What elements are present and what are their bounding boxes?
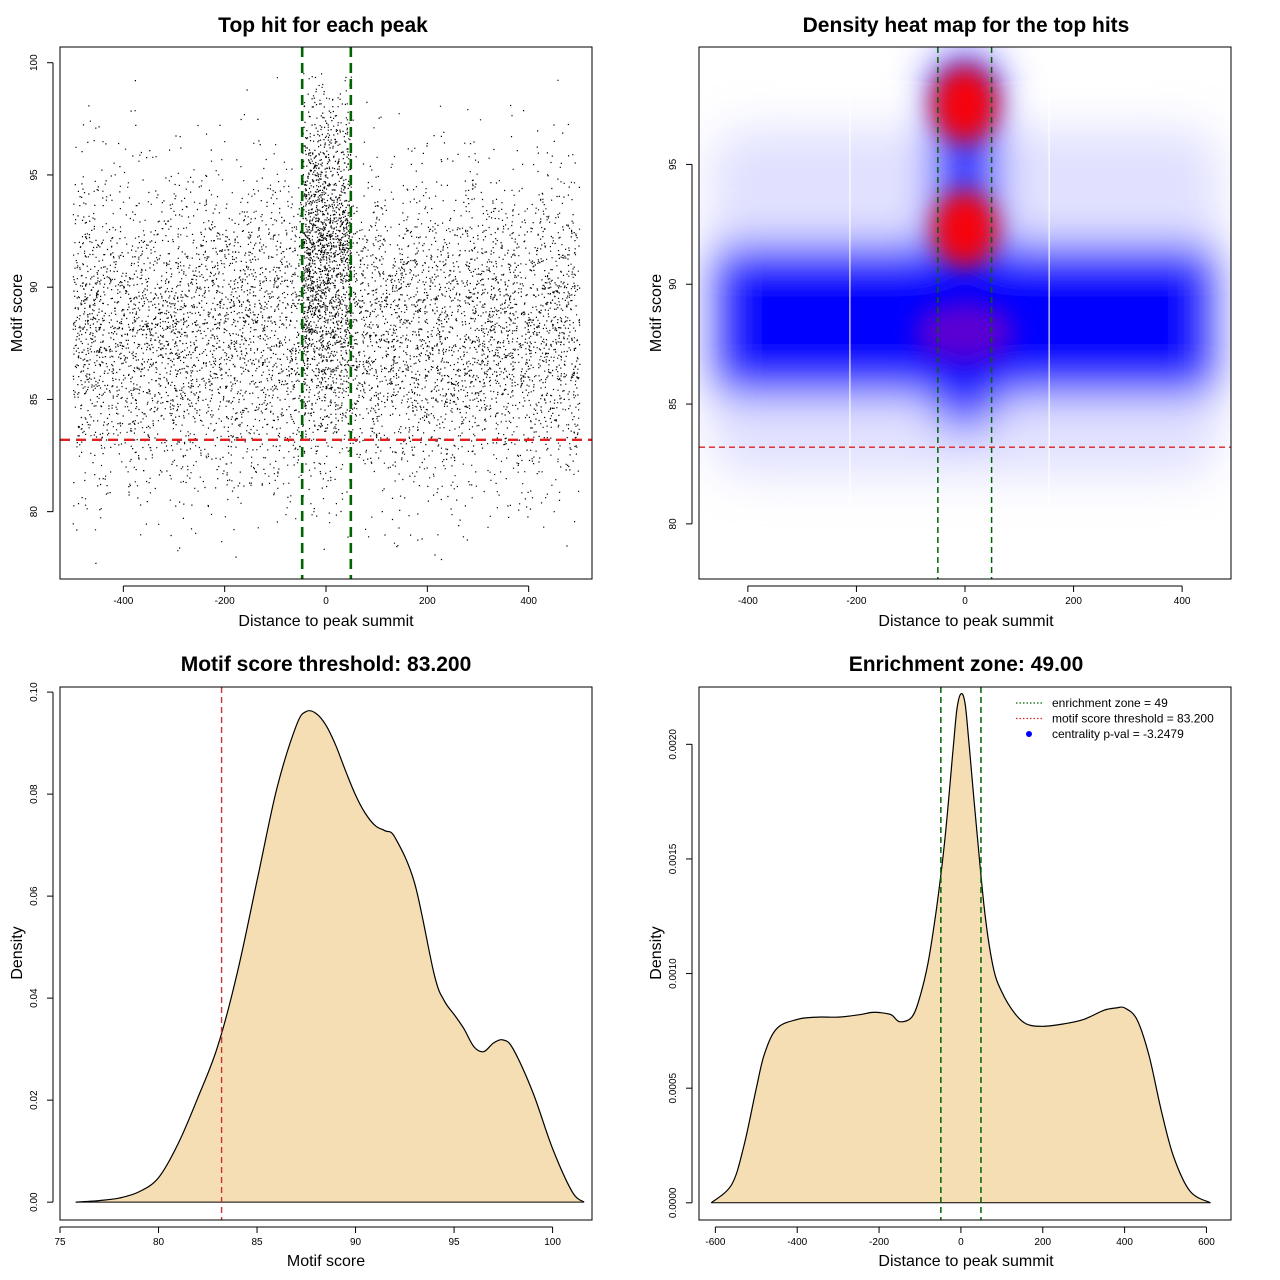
y-tick-label: 90 [29, 281, 40, 293]
density-curve [75, 710, 585, 1203]
score-density-area [75, 710, 585, 1203]
panel1-y-label: Motif score [9, 274, 26, 352]
x-tick-label: 100 [544, 1237, 561, 1248]
panel2-y-label: Motif score [648, 274, 665, 352]
y-tick-label: 95 [29, 169, 40, 181]
panel3-x-label: Motif score [287, 1253, 365, 1270]
y-tick-label: 0.0000 [668, 1187, 679, 1218]
x-tick-label: 75 [54, 1237, 66, 1248]
x-tick-label: 0 [323, 596, 329, 607]
scatter-points [72, 73, 581, 564]
y-tick-label: 0.0010 [668, 958, 679, 989]
y-tick-label: 80 [668, 518, 679, 530]
x-tick-label: -200 [215, 596, 235, 607]
density-curve [710, 693, 1211, 1204]
x-tick-label: 0 [962, 596, 968, 607]
x-tick-label: -200 [869, 1237, 889, 1248]
panel-distance-density: Enrichment zone: 49.00 -600 -400 -200 0 200 4… [648, 653, 1232, 1270]
panel3-frame [59, 686, 593, 1221]
legend-entry: enrichment zone = 49 [1052, 696, 1168, 710]
panel1-x-axis: -400 -200 0 200 400 [113, 585, 537, 607]
panel-scatter: Top hit for each peak -400 -200 0 200 400 80… [9, 14, 593, 630]
x-tick-label: -200 [846, 596, 866, 607]
panel4-legend: enrichment zone = 49 motif score threshol… [1016, 696, 1214, 741]
y-tick-label: 0.0015 [668, 843, 679, 874]
panel3-title: Motif score threshold: 83.200 [181, 653, 472, 676]
x-tick-label: 80 [153, 1237, 165, 1248]
x-tick-label: 200 [419, 596, 436, 607]
y-tick-label: 90 [668, 278, 679, 290]
density-fill [711, 693, 1211, 1203]
x-tick-label: -400 [738, 596, 758, 607]
y-tick-label: 85 [29, 393, 40, 405]
x-tick-label: 200 [1065, 596, 1082, 607]
y-tick-label: 0.04 [29, 988, 40, 1008]
x-tick-label: -400 [787, 1237, 807, 1248]
panel1-frame [59, 46, 593, 580]
panel2-x-label: Distance to peak summit [878, 613, 1054, 630]
heatmap-hotspot [933, 191, 997, 268]
x-tick-label: -600 [705, 1237, 725, 1248]
legend-entry: motif score threshold = 83.200 [1052, 712, 1214, 726]
panel4-frame [698, 686, 1232, 1221]
panel4-x-label: Distance to peak summit [878, 1253, 1054, 1270]
y-tick-label: 100 [29, 54, 40, 71]
panel-heatmap: Density heat map for the top hits -400 -2… [648, 14, 1232, 630]
panel1-y-axis: 80 85 90 95 100 [29, 54, 54, 518]
y-tick-label: 0.00 [29, 1192, 40, 1212]
y-tick-label: 0.0020 [668, 729, 679, 760]
panel1-x-label: Distance to peak summit [238, 613, 414, 630]
x-tick-label: 85 [251, 1237, 263, 1248]
x-tick-label: -400 [113, 596, 133, 607]
panel2-y-axis: 80 85 90 95 [668, 158, 693, 530]
heatmap-hotspot [933, 66, 997, 143]
x-tick-label: 200 [1034, 1237, 1051, 1248]
panel4-enrichment-lines [940, 687, 982, 1220]
density-heatmap [699, 47, 1231, 579]
y-tick-label: 0.06 [29, 886, 40, 906]
x-tick-label: 95 [449, 1237, 461, 1248]
panel1-title: Top hit for each peak [218, 14, 428, 37]
heatmap-hotspots [915, 66, 1015, 363]
legend-dot-marker [1026, 731, 1032, 737]
y-tick-label: 0.10 [29, 682, 40, 702]
y-tick-label: 80 [29, 506, 40, 518]
distance-density-area [710, 693, 1211, 1204]
density-fill [75, 710, 585, 1203]
panel1-reference-lines [60, 47, 592, 579]
panel3-x-axis: 75 80 85 90 95 100 [54, 1226, 561, 1248]
panel-score-density: Motif score threshold: 83.200 75 80 85 90 95… [9, 653, 593, 1270]
panel4-y-label: Density [648, 926, 665, 979]
x-tick-label: 0 [958, 1237, 964, 1248]
x-tick-label: 90 [350, 1237, 362, 1248]
scatter-point-cloud [72, 73, 581, 564]
legend-entry: centrality p-val = -3.2479 [1052, 727, 1184, 741]
x-tick-label: 600 [1198, 1237, 1215, 1248]
panel2-title: Density heat map for the top hits [803, 14, 1130, 37]
panel2-reference-lines [699, 47, 1231, 579]
y-tick-label: 0.08 [29, 784, 40, 804]
x-tick-label: 400 [1174, 596, 1191, 607]
panel2-frame [698, 46, 1232, 580]
y-tick-label: 95 [668, 158, 679, 170]
x-tick-label: 400 [1116, 1237, 1133, 1248]
panel4-x-axis: -600 -400 -200 0 200 400 600 [705, 1226, 1215, 1248]
panel4-y-axis: 0.0000 0.0005 0.0010 0.0015 0.0020 [668, 729, 693, 1218]
y-tick-label: 0.02 [29, 1090, 40, 1110]
heatmap-hotspot [915, 302, 1015, 363]
x-tick-label: 400 [520, 596, 537, 607]
panel2-x-axis: -400 -200 0 200 400 [738, 585, 1191, 607]
panel4-title: Enrichment zone: 49.00 [849, 653, 1084, 676]
panel3-y-axis: 0.00 0.02 0.04 0.06 0.08 0.10 [29, 682, 54, 1212]
panel3-y-label: Density [9, 926, 26, 979]
y-tick-label: 85 [668, 398, 679, 410]
y-tick-label: 0.0005 [668, 1072, 679, 1103]
